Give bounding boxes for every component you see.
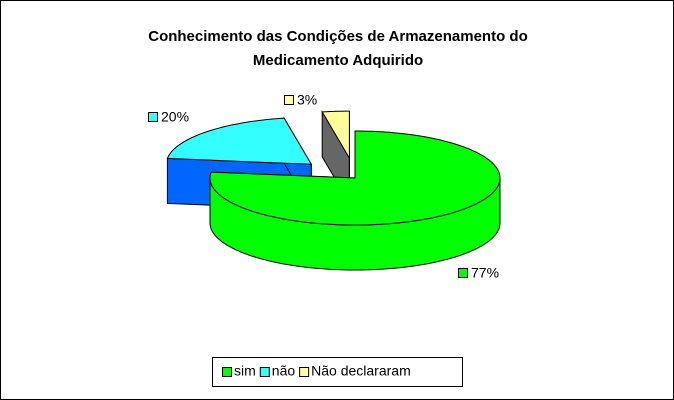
legend-label: não (272, 363, 296, 379)
legend-key (222, 367, 232, 377)
slice (209, 130, 501, 226)
label-key (284, 95, 294, 105)
slice (321, 110, 350, 160)
chart-title: Medicamento Adquirido (253, 52, 423, 69)
label-key (458, 268, 468, 278)
legend-box (212, 357, 463, 387)
label-key (148, 112, 158, 122)
legend-label: Não declararam (311, 363, 411, 379)
legend-key (299, 367, 310, 377)
chart-title: Conhecimento das Condições de Armazename… (148, 28, 528, 45)
slice (166, 117, 313, 165)
data-label: 3% (297, 92, 317, 108)
data-label: 77% (471, 265, 499, 281)
legend-label: sim (234, 363, 256, 379)
data-label: 20% (161, 109, 189, 125)
legend-key (259, 367, 270, 377)
